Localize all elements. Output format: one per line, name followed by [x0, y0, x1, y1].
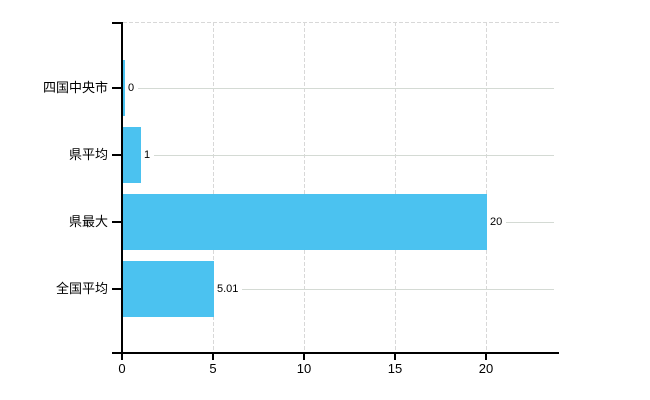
x-axis-tick — [394, 354, 396, 360]
x-axis-tick — [303, 354, 305, 360]
category-leader-line — [138, 88, 554, 89]
bar — [123, 194, 487, 250]
x-axis-tick-label: 20 — [478, 361, 494, 376]
vertical-gridline — [304, 22, 305, 353]
y-axis-top-tick — [112, 22, 122, 24]
category-leader-line — [506, 222, 554, 223]
x-axis-tick — [485, 354, 487, 360]
bar-value-label: 0 — [128, 82, 135, 94]
bar — [123, 261, 214, 317]
bar-value-label: 1 — [144, 149, 151, 161]
category-leader-line — [154, 155, 554, 156]
x-axis-tick — [121, 354, 123, 360]
y-axis-tick — [112, 221, 121, 223]
category-label: 四国中央市 — [42, 80, 108, 95]
y-axis-tick — [112, 87, 121, 89]
x-axis-tick-label: 15 — [387, 361, 403, 376]
category-label: 全国平均 — [55, 281, 108, 296]
x-axis-tick-label: 5 — [209, 361, 217, 376]
plot-top-border — [123, 22, 559, 23]
x-axis-tick — [212, 354, 214, 360]
bar — [123, 127, 141, 183]
y-axis-tick — [112, 154, 121, 156]
x-axis-line — [112, 352, 559, 354]
bar-value-label: 20 — [490, 216, 503, 228]
vertical-gridline — [395, 22, 396, 353]
category-label: 県平均 — [68, 147, 108, 162]
y-axis-line — [121, 22, 123, 354]
vertical-gridline — [213, 22, 214, 353]
y-axis-tick — [112, 288, 121, 290]
x-axis-tick-label: 0 — [118, 361, 126, 376]
bar-value-label: 5.01 — [217, 283, 239, 295]
vertical-gridline — [486, 22, 487, 353]
bar — [123, 60, 125, 116]
category-label: 県最大 — [68, 214, 108, 229]
category-leader-line — [242, 289, 554, 290]
x-axis-tick-label: 10 — [296, 361, 312, 376]
